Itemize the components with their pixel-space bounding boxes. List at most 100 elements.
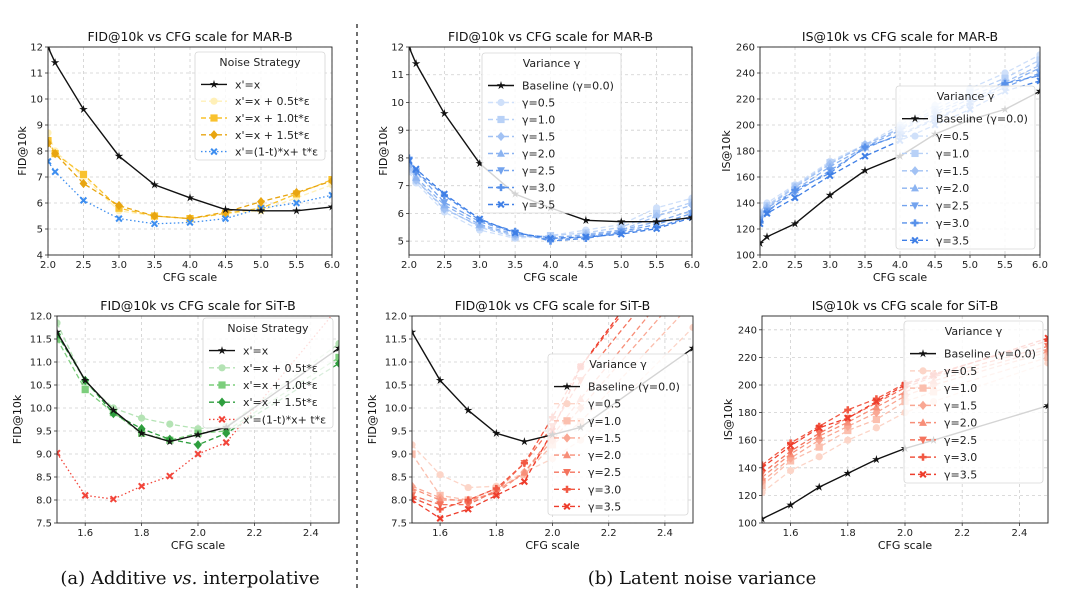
circle-marker [412,441,416,449]
y-tick-label: 4 [37,251,43,262]
star-marker [165,437,175,446]
legend-item: x'=x + 1.5t*ε [209,396,318,409]
series-line [409,157,692,242]
legend: Noise Strategy x'=x x'=x + 0.5t*ε x'=x + 1.… [202,317,334,429]
star-marker [50,58,60,67]
square-marker [48,137,52,145]
legend-label: Baseline (γ=0.0) [588,381,680,394]
series-line [48,47,332,212]
x-axis-label: CFG scale [878,539,933,552]
legend-item: x'=(1-t)*x+ t*ε [201,146,318,159]
diamond-marker [688,200,692,210]
star-marker [327,202,332,211]
legend-label: x'=x + 1.0t*ε [235,112,310,125]
triangle-up-marker [412,484,416,492]
x-marker [582,233,590,241]
legend-label: γ=3.0 [936,217,969,230]
x-marker [762,464,766,472]
x-tick-label: 2.0 [401,260,417,271]
legend-item: γ=1.0 [910,382,977,395]
star-marker [217,346,227,355]
plus-marker [826,169,834,177]
legend-item: γ=2.5 [554,466,621,479]
x-marker [409,157,413,165]
y-tick-label: 160 [738,436,757,447]
x-marker [511,229,519,237]
legend-label: γ=1.5 [522,131,555,144]
y-tick-label: 7 [398,181,404,192]
star-marker [137,428,146,437]
legend: Noise Strategy x'=x x'=x + 0.5t*ε x'=x + 1.… [194,51,326,161]
y-tick-label: 12.0 [385,312,407,323]
star-marker [616,217,626,226]
y-tick-label: 9.0 [36,450,52,461]
legend-label: γ=0.5 [936,130,969,143]
square-marker [563,417,571,425]
x-tick-label: 2.5 [787,260,803,271]
square-marker [335,353,339,361]
star-marker [79,104,88,114]
diamond-marker [194,440,202,450]
x-tick-label: 3.5 [857,260,873,271]
legend-label: γ=3.5 [936,234,969,247]
legend-item: γ=3.5 [910,468,977,481]
star-marker [57,327,62,336]
legend-label: x'=x [235,78,261,91]
legend-label: γ=2.5 [944,434,977,447]
y-axis-label: FID@10k [11,394,24,444]
legend: Variance γ Baseline (γ=0.0) γ=0.5 γ=1.0 γ=1.… [481,52,622,214]
legend-title: Variance γ [523,57,581,70]
star-marker [435,375,445,385]
series-γ=3.5 [409,157,692,242]
triangle-down-marker [689,239,697,247]
axes-frame [47,46,333,256]
legend: Variance γ Baseline (γ=0.0) γ=0.5 γ=1.0 γ=1.… [895,85,1036,250]
triangle-down-marker [497,167,505,175]
legend-label: γ=1.5 [944,399,977,412]
chart-title: FID@10k vs CFG scale for MAR-B [448,29,653,44]
diamond-marker [221,207,230,217]
y-tick-label: 7.5 [36,519,52,530]
y-tick-label: 9 [398,126,404,137]
legend-item: γ=2.5 [488,165,555,178]
circle-marker [166,420,174,428]
chart-panel-6: 1.6 1.8 2.0 2.2 2.4 100 120 140 160 180 200 220 240 I… [722,298,1049,552]
series-line [762,340,1048,466]
x-marker [919,470,927,478]
star-marker [790,219,800,228]
triangle-up-marker [497,149,505,157]
x-marker [763,209,771,217]
y-tick-label: 120 [736,225,755,236]
y-tick-label: 120 [738,491,757,502]
triangle-up-marker [520,468,529,476]
y-tick-label: 140 [738,463,757,474]
star-marker [814,482,824,491]
triangle-down-marker [1044,343,1048,351]
diamond-marker [335,358,339,369]
star-marker [860,166,870,175]
circle-marker [464,483,472,492]
legend-item: x'=x + 0.5t*ε [209,362,318,375]
x-tick-label: 2.2 [954,528,970,539]
diamond-marker [210,130,218,140]
legend-box [547,353,689,516]
legend-label: Baseline (γ=0.0) [944,348,1036,361]
y-axis-label: FID@10k [366,394,379,444]
plus-marker [791,186,799,194]
x-marker [497,200,505,209]
y-tick-label: 12 [30,43,43,54]
legend-item: γ=3.5 [488,199,555,212]
legend-item: x'=x + 1.0t*ε [209,379,318,392]
y-tick-label: 7 [37,173,43,184]
triangle-down-marker [815,430,824,438]
x-tick-label: 2.5 [76,260,92,271]
square-marker [79,170,88,178]
x-marker [150,220,159,228]
star-marker [440,109,449,118]
y-tick-label: 9.5 [36,427,52,438]
x-tick-label: 2.4 [657,528,673,539]
series-line [760,67,1040,219]
star-marker [185,193,195,202]
square-marker [497,115,505,124]
diamond-marker [218,397,226,407]
